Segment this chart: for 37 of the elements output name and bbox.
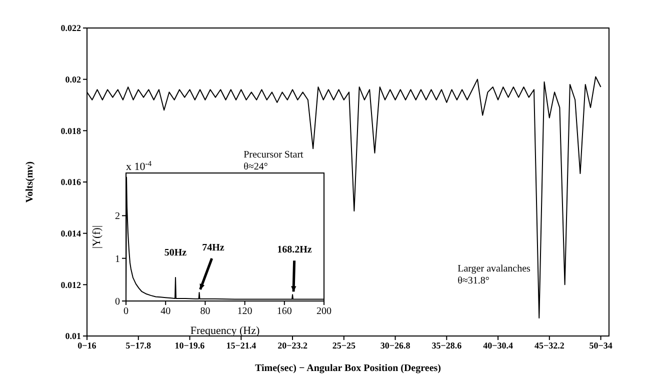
x-tick-label: 5−17.8 xyxy=(126,340,152,350)
y-axis-title: |Y(f)| xyxy=(90,225,103,249)
annotation: 74Hz xyxy=(202,242,225,254)
x-tick-label: 20−23.2 xyxy=(278,340,308,350)
y-tick-label: 2 xyxy=(115,211,120,222)
annotation: Precursor Start θ≈24° xyxy=(244,149,304,172)
x-tick-label: 0 xyxy=(124,306,128,318)
x-tick-label: 30−26.8 xyxy=(380,340,411,350)
x-tick-label: 50−34 xyxy=(589,340,613,350)
y-tick-label: 0.018 xyxy=(60,126,82,136)
x-tick-label: 35−28.6 xyxy=(432,340,462,350)
y-tick-label: 0.01 xyxy=(65,331,82,342)
annotation: x 10$^{-4}$ xyxy=(126,158,152,173)
y-tick-label: 0.022 xyxy=(60,23,82,34)
x-tick-label: 0−16 xyxy=(78,340,97,350)
y-tick-label: 0.012 xyxy=(60,280,82,290)
y-axis-title: Volts(mv) xyxy=(24,161,36,203)
x-tick-label: 160 xyxy=(276,306,292,318)
x-tick-label: 15−21.4 xyxy=(226,340,257,350)
x-tick-label: 45−32.2 xyxy=(534,340,565,350)
y-tick-label: 0.02 xyxy=(65,74,82,85)
x-axis-title: Frequency (Hz) xyxy=(190,325,260,337)
annotation: 50Hz xyxy=(164,248,188,259)
x-tick-label: 200 xyxy=(316,306,332,318)
x-tick-label: 25−25 xyxy=(332,340,356,350)
annotation: 168.2Hz xyxy=(277,244,312,256)
y-tick-label: 0.014 xyxy=(60,228,82,239)
x-axis-title: Time(sec) − Angular Box Position (Degrees) xyxy=(255,363,441,374)
x-tick-label: 40−30.4 xyxy=(483,340,514,350)
annotation: Larger avalanches θ≈31.8° xyxy=(458,263,531,286)
x-tick-label: 10−19.6 xyxy=(174,340,206,350)
x-tick-label: 120 xyxy=(237,306,252,318)
x-tick-label: 40 xyxy=(160,306,171,318)
y-tick-label: 0 xyxy=(115,296,120,308)
y-tick-label: 0.016 xyxy=(60,177,82,188)
x-tick-label: 80 xyxy=(200,306,210,318)
y-tick-label: 1 xyxy=(115,254,120,265)
